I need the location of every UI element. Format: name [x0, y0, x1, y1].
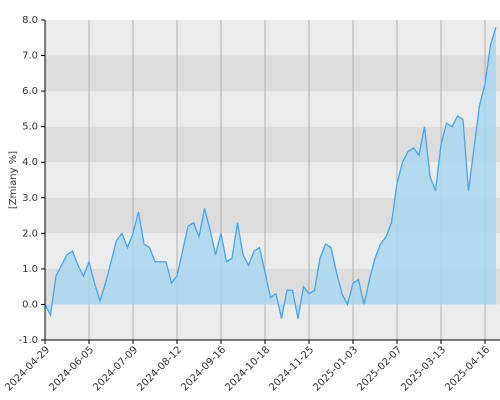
grid-band	[45, 304, 500, 340]
x-tick-label: 2025-02-07	[355, 344, 404, 393]
y-axis-label: [Zmiany %]	[8, 151, 19, 209]
y-tick-label: 0.0	[22, 299, 38, 310]
grid-band	[45, 55, 500, 92]
y-tick-label: 5.0	[22, 122, 38, 133]
y-tick-label: 8.0	[22, 15, 38, 26]
y-tick-label: 6.0	[22, 86, 38, 97]
grid-band	[45, 20, 500, 56]
grid-band	[45, 91, 500, 127]
x-tick-label: 2024-07-09	[91, 344, 140, 393]
x-tick-label: 2024-06-05	[47, 344, 96, 393]
x-tick-label: 2024-09-16	[179, 344, 228, 393]
x-tick-label: 2024-08-12	[135, 344, 184, 393]
x-tick-label: 2024-04-29	[3, 344, 52, 393]
line	[44, 26, 497, 319]
x-tick-label: 2024-11-25	[267, 344, 316, 393]
y-tick-label: -1.0	[18, 335, 38, 346]
x-tick-label: 2024-10-18	[223, 344, 272, 393]
y-tick-label: 7.0	[22, 51, 38, 62]
area	[45, 27, 496, 319]
y-tick-label: 2.0	[22, 228, 38, 239]
y-tick-label: 3.0	[22, 193, 38, 204]
x-tick-label: 2025-04-16	[443, 344, 492, 393]
grid-band	[45, 126, 500, 163]
x-tick-label: 2025-01-03	[311, 344, 360, 393]
y-tick-label: 1.0	[22, 264, 38, 275]
x-tick-label: 2025-03-13	[399, 344, 448, 393]
y-tick-label: 4.0	[22, 157, 38, 168]
